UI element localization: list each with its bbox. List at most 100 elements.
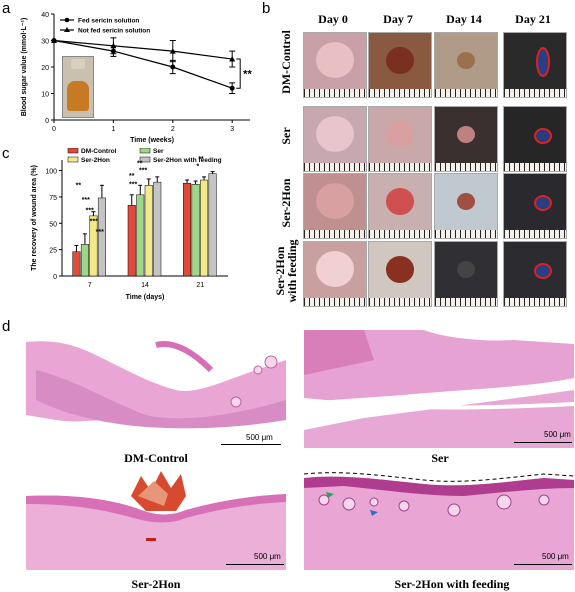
y-tick-label: 10 [41,92,49,99]
y-tick-label: 30 [41,39,49,46]
x-tick-label: 7 [88,282,92,289]
wound-area [315,115,355,153]
data-point [170,64,176,70]
ruler [304,89,366,97]
wound-photo [303,241,367,307]
y-tick-label: 0 [45,118,49,125]
legend-label: DM-Control [81,148,117,155]
day-label: Day 14 [446,12,482,26]
bar [183,182,192,277]
bottle-inset [62,56,94,118]
legend-swatch [67,156,79,163]
wound-area [456,260,476,279]
x-tick-label: 0 [52,126,56,133]
histology-label-ser: Ser [431,451,449,465]
ruler [369,230,431,238]
panel-label-a: a [2,0,11,17]
significance-label: ** [198,156,204,163]
bar [80,244,89,277]
wound-outline [534,263,552,279]
ruler [304,163,366,171]
wound-area [386,256,414,283]
significance-label: *** [90,218,98,225]
scale-bar-2: 500 μm [544,430,571,439]
wound-outline [536,47,550,77]
wound-area [315,250,355,288]
bar [200,179,209,277]
histology-label-ser-2hon: Ser-2Hon [131,577,181,591]
x-tick-label: 14 [141,282,149,289]
bar [208,173,217,277]
ruler [369,298,431,306]
bar [97,197,106,277]
scale-bar-1: 500 μm [246,433,273,442]
y-axis-label: The recovery of wound area (%) [31,165,38,271]
wound-area [456,192,476,211]
series-line [53,39,233,60]
x-axis-label: Time (days) [126,294,165,301]
wound-area [315,41,355,79]
panel-label-b: b [262,0,271,17]
x-tick-label: 2 [171,126,175,133]
chart-c: 0 25 50 75 100 The recovery of wound area (%)… [31,148,228,301]
legend-label: Ser-2Hon with feeding [153,157,222,164]
wound-outline [534,128,552,144]
y-tick-label: 20 [41,65,49,72]
bar [127,205,136,277]
legend-marker [64,27,70,32]
wound-area [315,182,355,220]
day-label: Day 21 [515,12,551,26]
bar [144,185,153,277]
wound-area [456,125,476,144]
legend-label: Ser [153,148,164,155]
data-point [169,48,176,54]
ruler [435,163,497,171]
series-line [53,39,233,89]
wound-area [386,121,414,148]
histology-ser-2hon-feeding: 500 μm [304,466,574,570]
wound-photo [368,106,432,172]
histology-dm-control: 500 μm [26,330,286,448]
panel-label-c: c [2,145,10,162]
wound-photo [434,106,498,172]
bar [153,181,162,277]
significance-label: ** [243,69,252,81]
significance-label: * [196,163,199,170]
data-point [229,56,236,62]
wound-photo [434,241,498,307]
legend-swatch [139,156,151,163]
wound-photo [303,173,367,239]
ruler [304,230,366,238]
ruler [504,163,566,171]
wound-photo [503,32,567,98]
significance-label: *** [139,168,147,175]
ruler [435,298,497,306]
y-axis-label: Blood sugar value (mmol·L⁻¹) [21,18,28,117]
legend-label: Fed sericin solution [78,18,139,25]
scale-bar-4: 500 μm [542,552,569,561]
day-label: Day 7 [383,12,413,26]
y-tick-label: 25 [49,248,57,255]
legend-marker [64,17,70,23]
data-point [51,37,57,43]
legend-swatch [67,148,79,154]
x-axis-label: Time (weeks) [130,137,174,144]
ruler [504,298,566,306]
bar [72,251,81,277]
significance-label: ** [76,182,82,189]
legend-label: Not fed sericin solution [78,28,150,35]
wound-photo [368,241,432,307]
histology-ser-2hon: 500 μm [26,466,286,570]
legend-label: Ser-2Hon [81,157,110,164]
significance-label: *** [96,229,104,236]
x-tick-label: 3 [230,126,234,133]
histology-label-dm-control: DM-Control [124,451,188,465]
x-tick-label: 21 [196,282,204,289]
wound-area [456,51,476,70]
ruler [435,230,497,238]
x-tick-label: 1 [111,126,115,133]
y-tick-label: 50 [49,221,57,228]
chart-a: 0 10 20 30 40 0 1 2 3 Time (weeks) Blood sugar val… [21,12,252,144]
ruler [369,89,431,97]
wound-area [386,188,414,215]
